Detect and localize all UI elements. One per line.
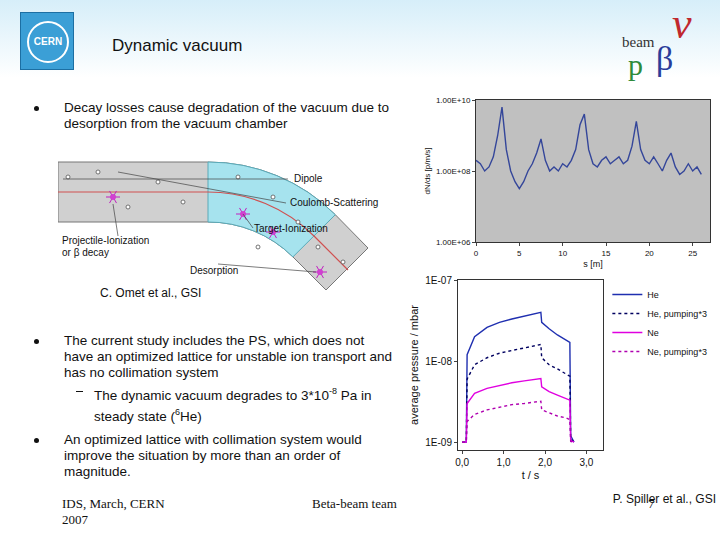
html-text:7: 7 bbox=[648, 496, 655, 511]
svg-text:Ne, pumping*3: Ne, pumping*3 bbox=[647, 347, 707, 357]
html-text:C. Omet et al., GSI: C. Omet et al., GSI bbox=[100, 286, 202, 300]
svg-text:Dipole: Dipole bbox=[294, 173, 323, 184]
svg-text:1.00E+10: 1.00E+10 bbox=[436, 96, 471, 105]
svg-text:He: He bbox=[647, 290, 659, 300]
html-text:Beta-beam team: Beta-beam team bbox=[312, 496, 397, 511]
svg-text:5: 5 bbox=[517, 249, 522, 258]
svg-text:1E-09: 1E-09 bbox=[425, 437, 452, 448]
svg-text:3,0: 3,0 bbox=[579, 457, 593, 468]
html-text:β: β bbox=[656, 40, 674, 77]
html-text:IDS, March, CERN 2007: IDS, March, CERN 2007 bbox=[62, 496, 165, 527]
svg-text:dN/ds [p/m/s]: dN/ds [p/m/s] bbox=[423, 147, 432, 194]
svg-text:1.00E+06: 1.00E+06 bbox=[436, 238, 471, 247]
svg-text:0,0: 0,0 bbox=[455, 457, 469, 468]
svg-text:1E-08: 1E-08 bbox=[425, 356, 452, 367]
html-text:p: p bbox=[628, 48, 643, 81]
svg-text:Ne: Ne bbox=[647, 328, 659, 338]
svg-text:2,0: 2,0 bbox=[538, 457, 552, 468]
svg-text:average pressure / mbar: average pressure / mbar bbox=[408, 305, 420, 425]
html-text:CERN: CERN bbox=[33, 36, 63, 47]
html-text:Decay losses cause degradation: Decay losses cause degradation of the va… bbox=[64, 100, 389, 131]
svg-text:1E-07: 1E-07 bbox=[425, 275, 452, 286]
html-text:An optimized lattice with coll: An optimized lattice with collimation sy… bbox=[64, 432, 362, 479]
svg-text:t / s: t / s bbox=[522, 469, 540, 481]
html-text:Dynamic vacuum: Dynamic vacuum bbox=[112, 36, 243, 55]
svg-text:1.00E+08: 1.00E+08 bbox=[436, 167, 471, 176]
html-text:P. Spiller et al., GSI: P. Spiller et al., GSI bbox=[612, 492, 716, 506]
svg-text:1,0: 1,0 bbox=[497, 457, 511, 468]
svg-text:25: 25 bbox=[688, 249, 697, 258]
svg-text:15: 15 bbox=[602, 249, 611, 258]
html-text:beam: beam bbox=[622, 34, 655, 50]
svg-text:or β decay: or β decay bbox=[62, 247, 109, 258]
svg-text:Target-Ionization: Target-Ionization bbox=[254, 223, 328, 234]
svg-text:20: 20 bbox=[645, 249, 654, 258]
svg-text:Projectile-Ionization: Projectile-Ionization bbox=[62, 235, 149, 246]
svg-text:Desorption: Desorption bbox=[190, 265, 238, 276]
html-text:The current study includes the: The current study includes the PS, which… bbox=[64, 333, 392, 380]
svg-text:0: 0 bbox=[474, 249, 479, 258]
svg-text:s [m]: s [m] bbox=[583, 259, 603, 269]
svg-text:10: 10 bbox=[558, 249, 567, 258]
html-text:The dynamic vacuum degrades to: The dynamic vacuum degrades to 3*10-8Pa … bbox=[94, 386, 372, 423]
svg-text:Coulomb-Scattering: Coulomb-Scattering bbox=[290, 197, 378, 208]
svg-text:He, pumping*3: He, pumping*3 bbox=[647, 309, 707, 319]
html-text:ν: ν bbox=[672, 0, 692, 48]
